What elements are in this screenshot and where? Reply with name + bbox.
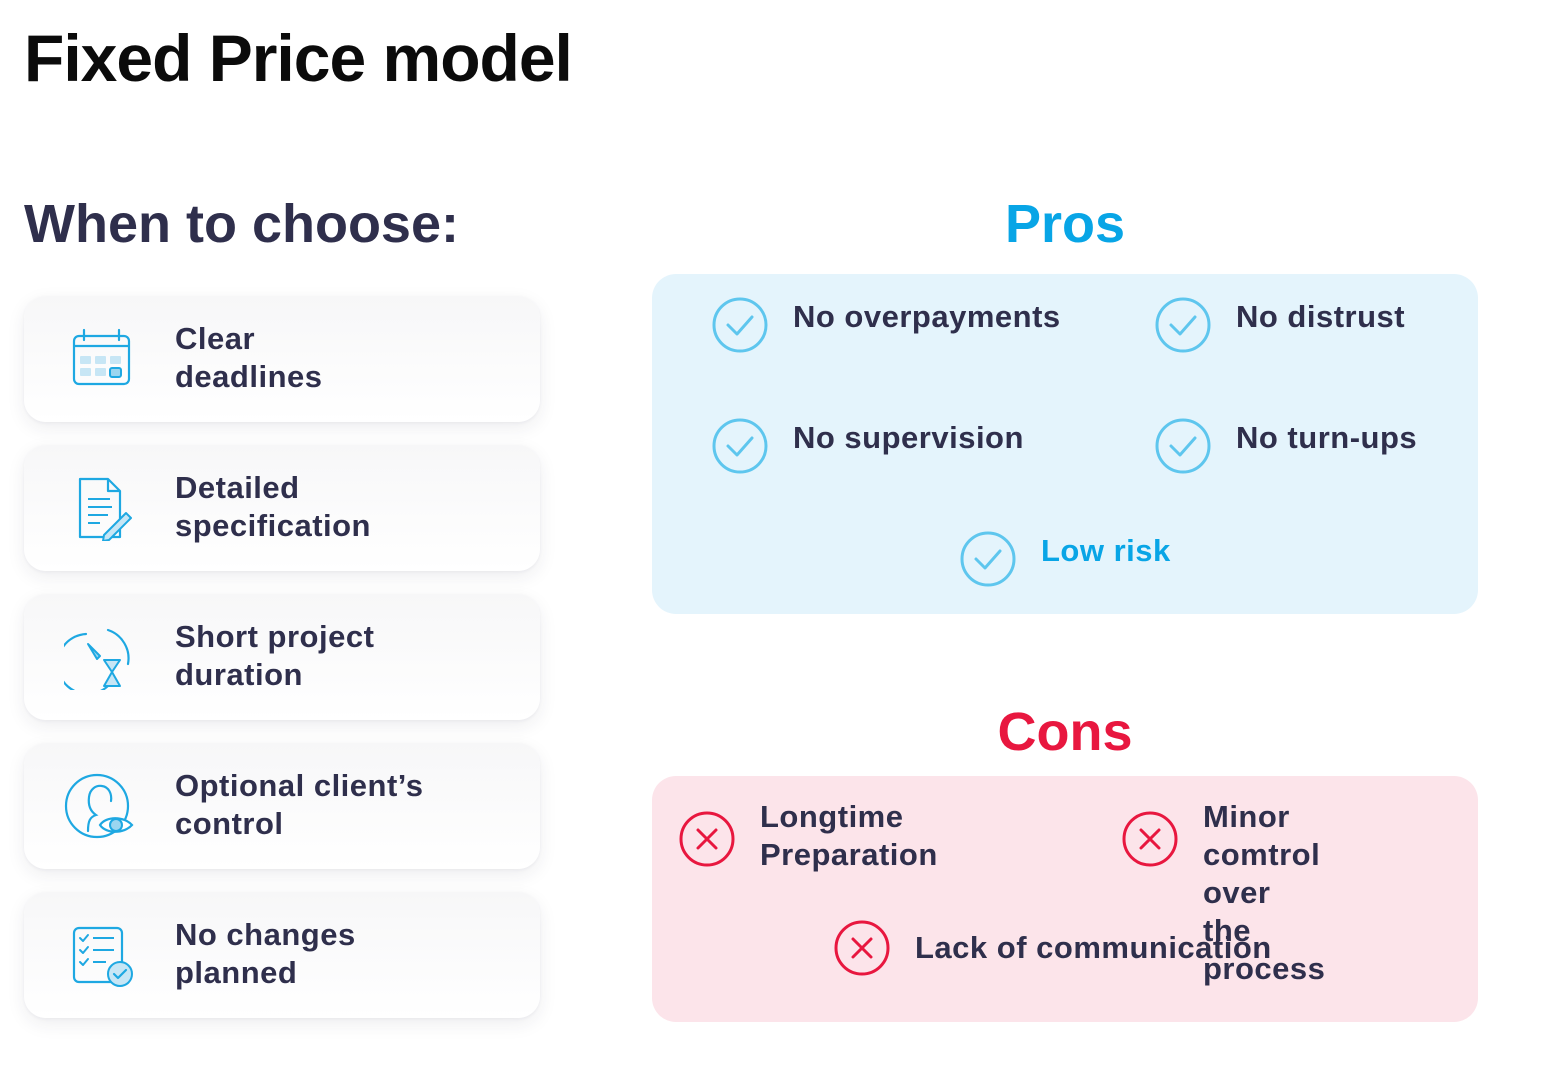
when-card-label: Optional client’s control [175,768,424,841]
user-eye-icon [64,773,134,839]
when-card-label: No changes planned [175,917,356,990]
check-circle-icon [960,531,1016,587]
cons-heading: Cons [997,702,1133,762]
check-circle-icon [1155,297,1211,353]
pros-item-label: No supervision [793,420,1024,455]
calendar-icon [72,328,131,386]
when-card-label: Clear deadlines [175,321,323,394]
pros-item-label: No distrust [1236,299,1406,334]
checklist-icon [72,926,133,987]
timer-hourglass-icon [64,628,130,690]
when-card-no-changes-planned: No changes planned [24,892,540,1018]
document-edit-icon [78,477,132,541]
when-card-short-project-duration: Short project duration [24,594,540,720]
pros-panel: No overpayments No distrust No supervisi… [652,274,1478,614]
when-card-label: Short project duration [175,619,375,692]
pros-item-label: No overpayments [793,299,1061,334]
cons-panel: Longtime Preparation Minor comtrol over … [652,776,1478,1022]
when-to-choose-heading: When to choose: [24,194,459,254]
x-circle-icon [834,920,890,976]
check-circle-icon [712,297,768,353]
page-title: Fixed Price model [24,21,573,95]
check-circle-icon [712,418,768,474]
when-card-label: Detailed specification [175,470,371,543]
cons-item-label: Longtime Preparation [760,799,938,872]
pros-item-label: No turn-ups [1236,420,1418,455]
x-circle-icon [679,811,735,867]
when-card-detailed-specification: Detailed specification [24,445,540,571]
pros-heading: Pros [1004,194,1126,254]
cons-item-label: Lack of communication [915,930,1272,965]
pros-item-label: Low risk [1041,533,1171,568]
cons-item-label: Minor comtrol over the process [1203,799,1326,986]
check-circle-icon [1155,418,1211,474]
when-card-clear-deadlines: Clear deadlines [24,296,540,422]
x-circle-icon [1122,811,1178,867]
when-card-optional-clients-control: Optional client’s control [24,743,540,869]
